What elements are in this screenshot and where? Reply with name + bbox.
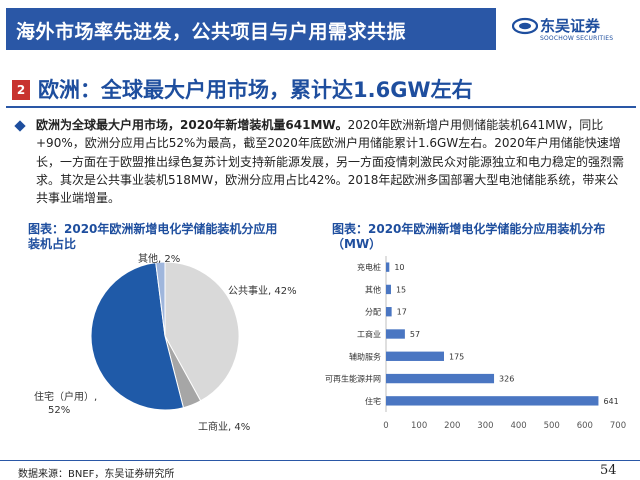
paragraph-body: 2020年欧洲新增户用侧储能装机641MW，同比+90%，欧洲分应用占比52%为… bbox=[36, 118, 625, 206]
bar-1 bbox=[386, 284, 391, 295]
bar-value-label: 175 bbox=[449, 352, 464, 361]
body-paragraph: 欧洲为全球最大户用市场，2020年新增装机量641MW。2020年欧洲新增户用侧… bbox=[36, 116, 630, 207]
x-tick-label: 200 bbox=[444, 421, 460, 431]
bar-value-label: 10 bbox=[394, 263, 404, 272]
bar-category-label: 可再生能源并网 bbox=[325, 374, 381, 384]
footer-divider bbox=[0, 460, 640, 461]
bar-category-label: 工商业 bbox=[357, 329, 381, 339]
pie-slice-other bbox=[155, 261, 166, 337]
pie-label-other: 其他, 2% bbox=[138, 254, 181, 265]
pie-label-public-utility: 公共事业, 42% bbox=[228, 286, 297, 297]
bar-value-label: 57 bbox=[410, 330, 420, 339]
x-tick-label: 500 bbox=[544, 421, 560, 431]
bar-3 bbox=[386, 329, 405, 339]
bar-chart-svg: 充电桩 10 其他 15 分配 17 工商业 57 辅助服务 175 可再生能源并网 326 住宅 641… bbox=[325, 256, 626, 431]
bullet-icon bbox=[14, 120, 26, 132]
x-tick-label: 400 bbox=[510, 421, 526, 431]
bar-value-label: 326 bbox=[499, 375, 514, 384]
bar-category-label: 住宅 bbox=[365, 396, 381, 406]
paragraph-lead: 欧洲为全球最大户用市场，2020年新增装机量641MW。 bbox=[36, 118, 348, 132]
pie-slice-public-utility bbox=[164, 261, 240, 402]
pie-label-commercial: 工商业, 4% bbox=[198, 422, 251, 433]
bar-chart: 充电桩 10 其他 15 分配 17 工商业 57 辅助服务 175 可再生能源并网 326 住宅 641… bbox=[320, 250, 640, 450]
logo-mark-icon bbox=[512, 17, 538, 35]
section-title: 欧洲：全球最大户用市场，累计达1.6GW左右 bbox=[38, 78, 473, 102]
data-source: 数据来源：BNEF，东吴证券研究所 bbox=[18, 469, 175, 480]
x-tick-label: 100 bbox=[411, 421, 427, 431]
header-banner: 海外市场率先进发，公共项目与户用需求共振 bbox=[6, 8, 496, 50]
company-logo: 东吴证券 SOOCHOW SECURITIES bbox=[512, 14, 636, 48]
pie-label-residential: 住宅（户用）, bbox=[34, 392, 98, 403]
logo-subtitle: SOOCHOW SECURITIES bbox=[540, 35, 614, 42]
bar-0 bbox=[386, 262, 390, 272]
page-number: 54 bbox=[600, 463, 617, 478]
pie-chart-svg bbox=[90, 261, 240, 411]
pie-chart: 公共事业, 42% 工商业, 4% 住宅（户用）, 52% 其他, 2% bbox=[0, 250, 320, 450]
x-tick-label: 300 bbox=[477, 421, 493, 431]
bar-category-label: 其他 bbox=[365, 284, 381, 294]
bar-value-label: 15 bbox=[396, 285, 406, 294]
bar-category-label: 分配 bbox=[365, 308, 381, 317]
x-tick-label: 700 bbox=[610, 421, 626, 431]
x-tick-label: 600 bbox=[577, 421, 593, 431]
x-tick-label: 0 bbox=[383, 421, 388, 431]
bar-2 bbox=[386, 307, 392, 317]
header-title: 海外市场率先进发，公共项目与户用需求共振 bbox=[16, 21, 407, 43]
section-divider bbox=[6, 106, 636, 108]
logo-name: 东吴证券 bbox=[540, 17, 601, 35]
pie-label-residential-pct: 52% bbox=[48, 405, 71, 416]
bar-6 bbox=[386, 396, 599, 406]
bar-5 bbox=[386, 373, 495, 384]
pie-chart-title: 图表：2020年欧洲新增电化学储能装机分应用装机占比 bbox=[28, 222, 278, 251]
bar-category-label: 辅助服务 bbox=[349, 351, 381, 361]
bar-value-label: 641 bbox=[603, 397, 618, 406]
bar-4 bbox=[386, 351, 444, 361]
section-number: 2 bbox=[12, 80, 30, 100]
bar-category-label: 充电桩 bbox=[357, 262, 381, 272]
bar-chart-title: 图表：2020年欧洲新增电化学储能分应用装机分布（MW） bbox=[332, 222, 606, 251]
bar-value-label: 17 bbox=[397, 308, 407, 317]
